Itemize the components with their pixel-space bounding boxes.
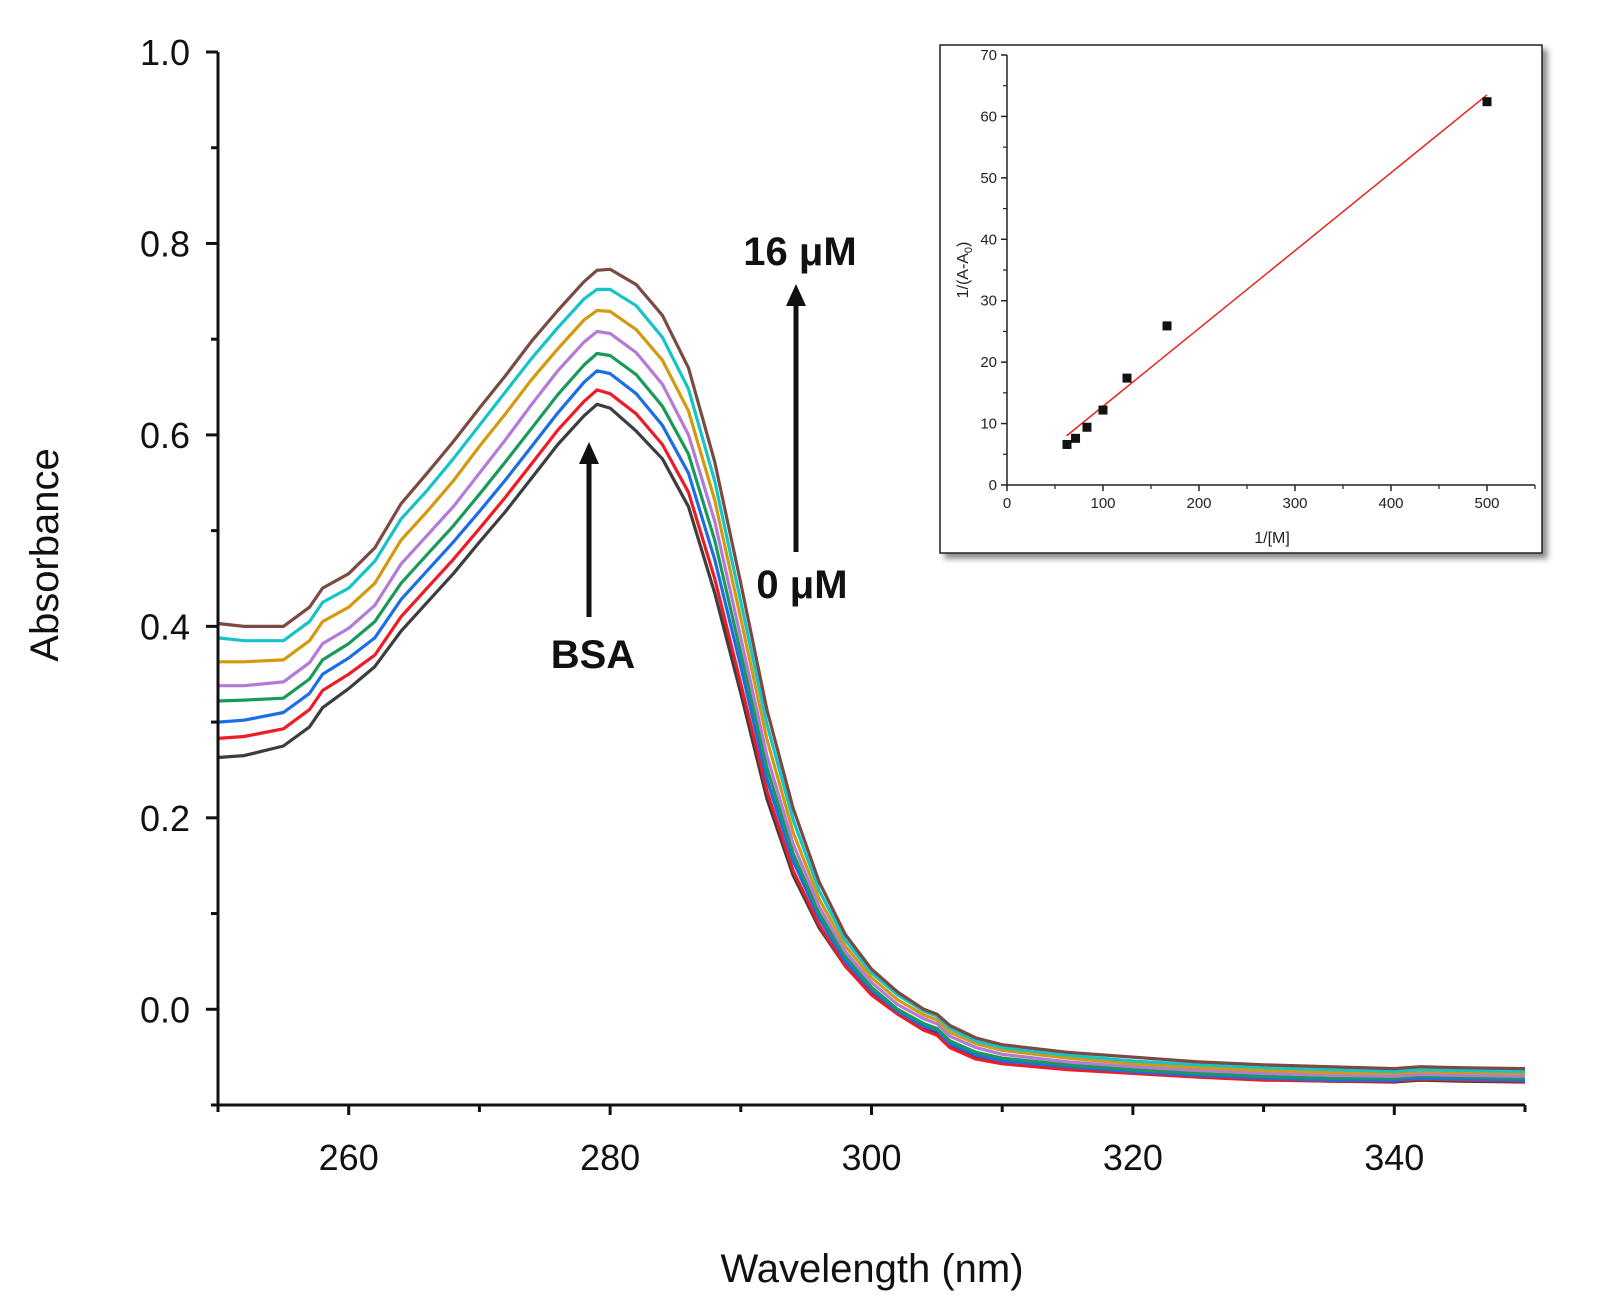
series-line-6m: [217, 351, 1526, 1080]
inset-data-point: [1482, 97, 1492, 107]
series-line-2m: [217, 388, 1526, 1083]
annotation-arrow-bsa: [579, 442, 599, 617]
inset-x-tick-label: 300: [1282, 495, 1307, 512]
inset-points-group: [1062, 97, 1492, 449]
inset-x-tick-label: 0: [1003, 495, 1011, 512]
x-tick-label: 340: [1364, 1137, 1424, 1178]
inset-data-point: [1098, 405, 1108, 415]
inset-data-point: [1082, 422, 1092, 432]
inset-y-title-main: 1/(A-A: [955, 253, 972, 299]
series-line-16m: [217, 267, 1526, 1071]
inset-y-axis-title: 1/(A-A0): [955, 242, 975, 299]
inset-frame: [939, 44, 1543, 554]
inset-y-tick-label: 10: [980, 416, 997, 433]
inset-y-tick-label: 50: [980, 170, 997, 187]
label-bsa: BSA: [551, 633, 635, 677]
inset-x-tick-label: 100: [1090, 495, 1115, 512]
series-line-10m: [218, 308, 1526, 1076]
y-tick-label: 0.2: [140, 798, 190, 839]
y-tick-label: 0.4: [140, 606, 190, 647]
x-tick-label: 300: [841, 1137, 901, 1178]
inset-x-tick-label: 500: [1474, 495, 1499, 512]
y-tick-label: 0.6: [140, 415, 190, 456]
inset-data-point: [1162, 321, 1172, 331]
inset-fit-line: [1066, 94, 1488, 437]
y-axis-title: Absorbance: [23, 448, 67, 661]
x-tick-label: 320: [1103, 1137, 1163, 1178]
inset-fit-group: [1066, 94, 1488, 437]
inset-data-point: [1071, 433, 1081, 443]
y-tick-label: 0.0: [140, 989, 190, 1030]
series-line-12m: [217, 287, 1526, 1074]
inset-ticks: 0 100 200 300 400 500 0 10 20 30 40 50 60 70: [980, 47, 1536, 512]
series-line-8m: [218, 329, 1526, 1078]
inset-y-tick-label: 30: [980, 293, 997, 310]
inset-x-tick-label: 200: [1186, 495, 1211, 512]
inset-data-point: [1122, 373, 1132, 383]
annotation-arrow-concentration: [786, 284, 806, 552]
inset-y-tick-label: 40: [980, 231, 997, 248]
label-16um: 16 μM: [743, 230, 856, 274]
inset-y-title-sub: 0: [963, 247, 975, 253]
inset-x-axis-title: 1/[M]: [1254, 530, 1290, 547]
y-tick-label: 0.8: [140, 223, 190, 264]
inset-data-point: [1062, 439, 1072, 449]
x-tick-label: 280: [580, 1137, 640, 1178]
label-0um: 0 μM: [756, 563, 847, 607]
inset-y-tick-label: 0: [989, 477, 997, 494]
y-tick-label: 1.0: [140, 32, 190, 73]
x-tick-label: 260: [319, 1137, 379, 1178]
inset-y-tick-label: 70: [980, 47, 997, 64]
inset-y-tick-label: 20: [980, 354, 997, 371]
inset-y-tick-label: 60: [980, 108, 997, 125]
series-line-4m: [217, 369, 1526, 1082]
x-axis-title: Wavelength (nm): [720, 1247, 1023, 1291]
inset-x-tick-label: 400: [1378, 495, 1403, 512]
inset-plot: 0 100 200 300 400 500 0 10 20 30 40 50 60 70 1/[M] 1/…: [939, 44, 1543, 554]
inset-y-title-close: ): [955, 242, 972, 247]
main-series-group: [217, 267, 1526, 1084]
